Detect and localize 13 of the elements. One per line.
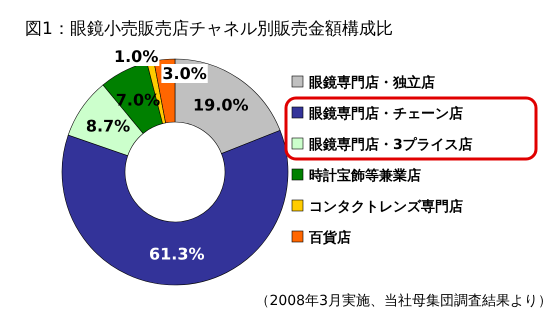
data-label: 8.7% <box>86 116 130 136</box>
legend-label: 時計宝飾等兼業店 <box>309 167 421 184</box>
legend-label: 眼鏡専門店・チェーン店 <box>309 105 463 122</box>
chart-title: 図1：眼鏡小売販売店チャネル別販売金額構成比 <box>25 19 393 39</box>
legend-label: 眼鏡専門店・3プライス店 <box>309 136 473 153</box>
data-label: 19.0% <box>193 96 249 115</box>
text: （2008年3月実施、当社母集団調査結果より） <box>255 293 552 309</box>
data-label: 61.3% <box>149 244 205 264</box>
legend-label: 百貨店 <box>308 229 351 246</box>
legend-label: 眼鏡専門店・独立店 <box>309 74 435 91</box>
data-label: 1.0% <box>114 47 158 66</box>
legend-label: コンタクトレンズ専門店 <box>309 198 463 215</box>
data-label: 3.0% <box>162 64 207 83</box>
